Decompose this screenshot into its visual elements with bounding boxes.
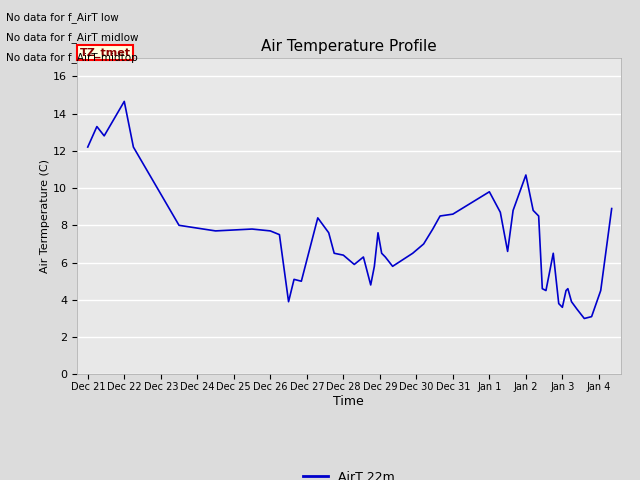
Text: No data for f_AirT midlow: No data for f_AirT midlow [6, 32, 139, 43]
Text: TZ_tmet: TZ_tmet [79, 48, 131, 58]
Text: No data for f_AirT low: No data for f_AirT low [6, 12, 119, 23]
Text: No data for f_AirT midtop: No data for f_AirT midtop [6, 52, 138, 63]
Legend: AirT 22m: AirT 22m [298, 466, 399, 480]
Y-axis label: Air Termperature (C): Air Termperature (C) [40, 159, 50, 273]
Title: Air Temperature Profile: Air Temperature Profile [261, 39, 436, 54]
X-axis label: Time: Time [333, 395, 364, 408]
